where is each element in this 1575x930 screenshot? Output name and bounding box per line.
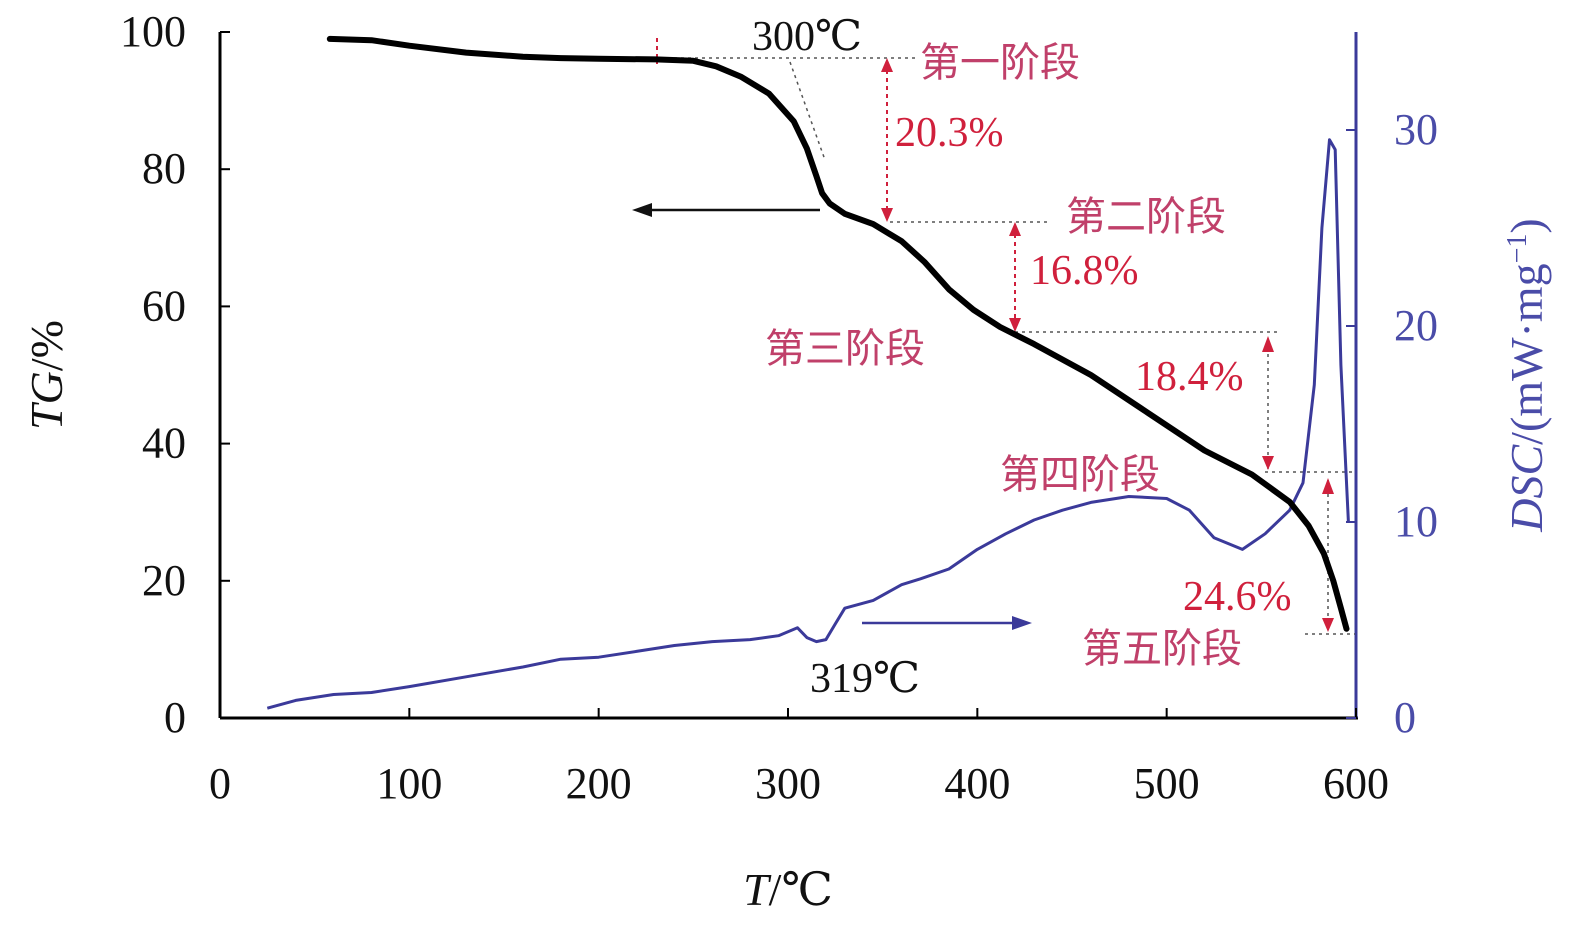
- guide-lines: [660, 57, 1355, 635]
- y-right-tick-label: 10: [1394, 497, 1438, 546]
- stage-arrows: [656, 38, 1334, 632]
- annotation-pct-stage3: 18.4%: [1135, 354, 1244, 400]
- y-right-tick-label: 30: [1394, 105, 1438, 154]
- y-left-tick-label: 100: [120, 7, 186, 56]
- annotation-stage1: 第一阶段: [920, 40, 1080, 86]
- arrow-stage2-head-up: [1009, 222, 1021, 236]
- annotation-pct-stage2: 16.8%: [1030, 248, 1139, 294]
- tg-axis-arrow-head: [632, 203, 652, 217]
- direction-arrows: [632, 203, 1032, 630]
- dsc-axis-arrow-head: [1012, 616, 1032, 630]
- x-tick-label: 600: [1323, 759, 1389, 808]
- annotation-stage3: 第三阶段: [765, 326, 925, 372]
- annotation-pct-stage4: 24.6%: [1183, 574, 1292, 620]
- arrow-stage4-head-down: [1322, 618, 1334, 632]
- x-tick-label: 200: [566, 759, 632, 808]
- y-left-tick-label: 0: [164, 693, 186, 742]
- arrow-stage3-head-down: [1262, 456, 1274, 470]
- y-right-tick-label: 0: [1394, 693, 1416, 742]
- x-tick-label: 300: [755, 759, 821, 808]
- x-tick-label: 400: [944, 759, 1010, 808]
- y-right-tick-label: 20: [1394, 301, 1438, 350]
- guide-300-diagonal: [789, 61, 826, 161]
- arrow-stage3-head-up: [1262, 336, 1274, 352]
- tick-marks: [219, 31, 1357, 719]
- arrow-stage1-head-up: [881, 58, 893, 72]
- arrow-stage1-head-down: [881, 208, 893, 222]
- arrow-stage2-head-down: [1009, 318, 1021, 332]
- x-tick-label: 500: [1134, 759, 1200, 808]
- annotation-stage5: 第五阶段: [1082, 626, 1242, 672]
- x-axis-title: T/℃: [743, 864, 833, 915]
- left-y-axis-title: TG/%: [21, 320, 72, 430]
- tg-series-line: [326, 35, 1350, 632]
- y-left-tick-label: 60: [142, 281, 186, 330]
- x-tick-label: 100: [376, 759, 442, 808]
- annotation-pct-stage1: 20.3%: [895, 110, 1004, 156]
- annotation-300c: 300℃: [752, 14, 862, 60]
- annotation-stage2: 第二阶段: [1066, 194, 1226, 240]
- x-tick-label: 0: [209, 759, 231, 808]
- y-left-tick-label: 80: [142, 144, 186, 193]
- dsc-series-line: [266, 138, 1350, 710]
- arrow-stage4-head-up: [1322, 478, 1334, 494]
- y-left-tick-label: 20: [142, 556, 186, 605]
- annotation-stage4: 第四阶段: [1000, 452, 1160, 498]
- right-y-axis-title: DSC/(mW·mg−1): [1501, 218, 1552, 532]
- y-left-tick-label: 40: [142, 419, 186, 468]
- annotation-319c: 319℃: [810, 656, 920, 702]
